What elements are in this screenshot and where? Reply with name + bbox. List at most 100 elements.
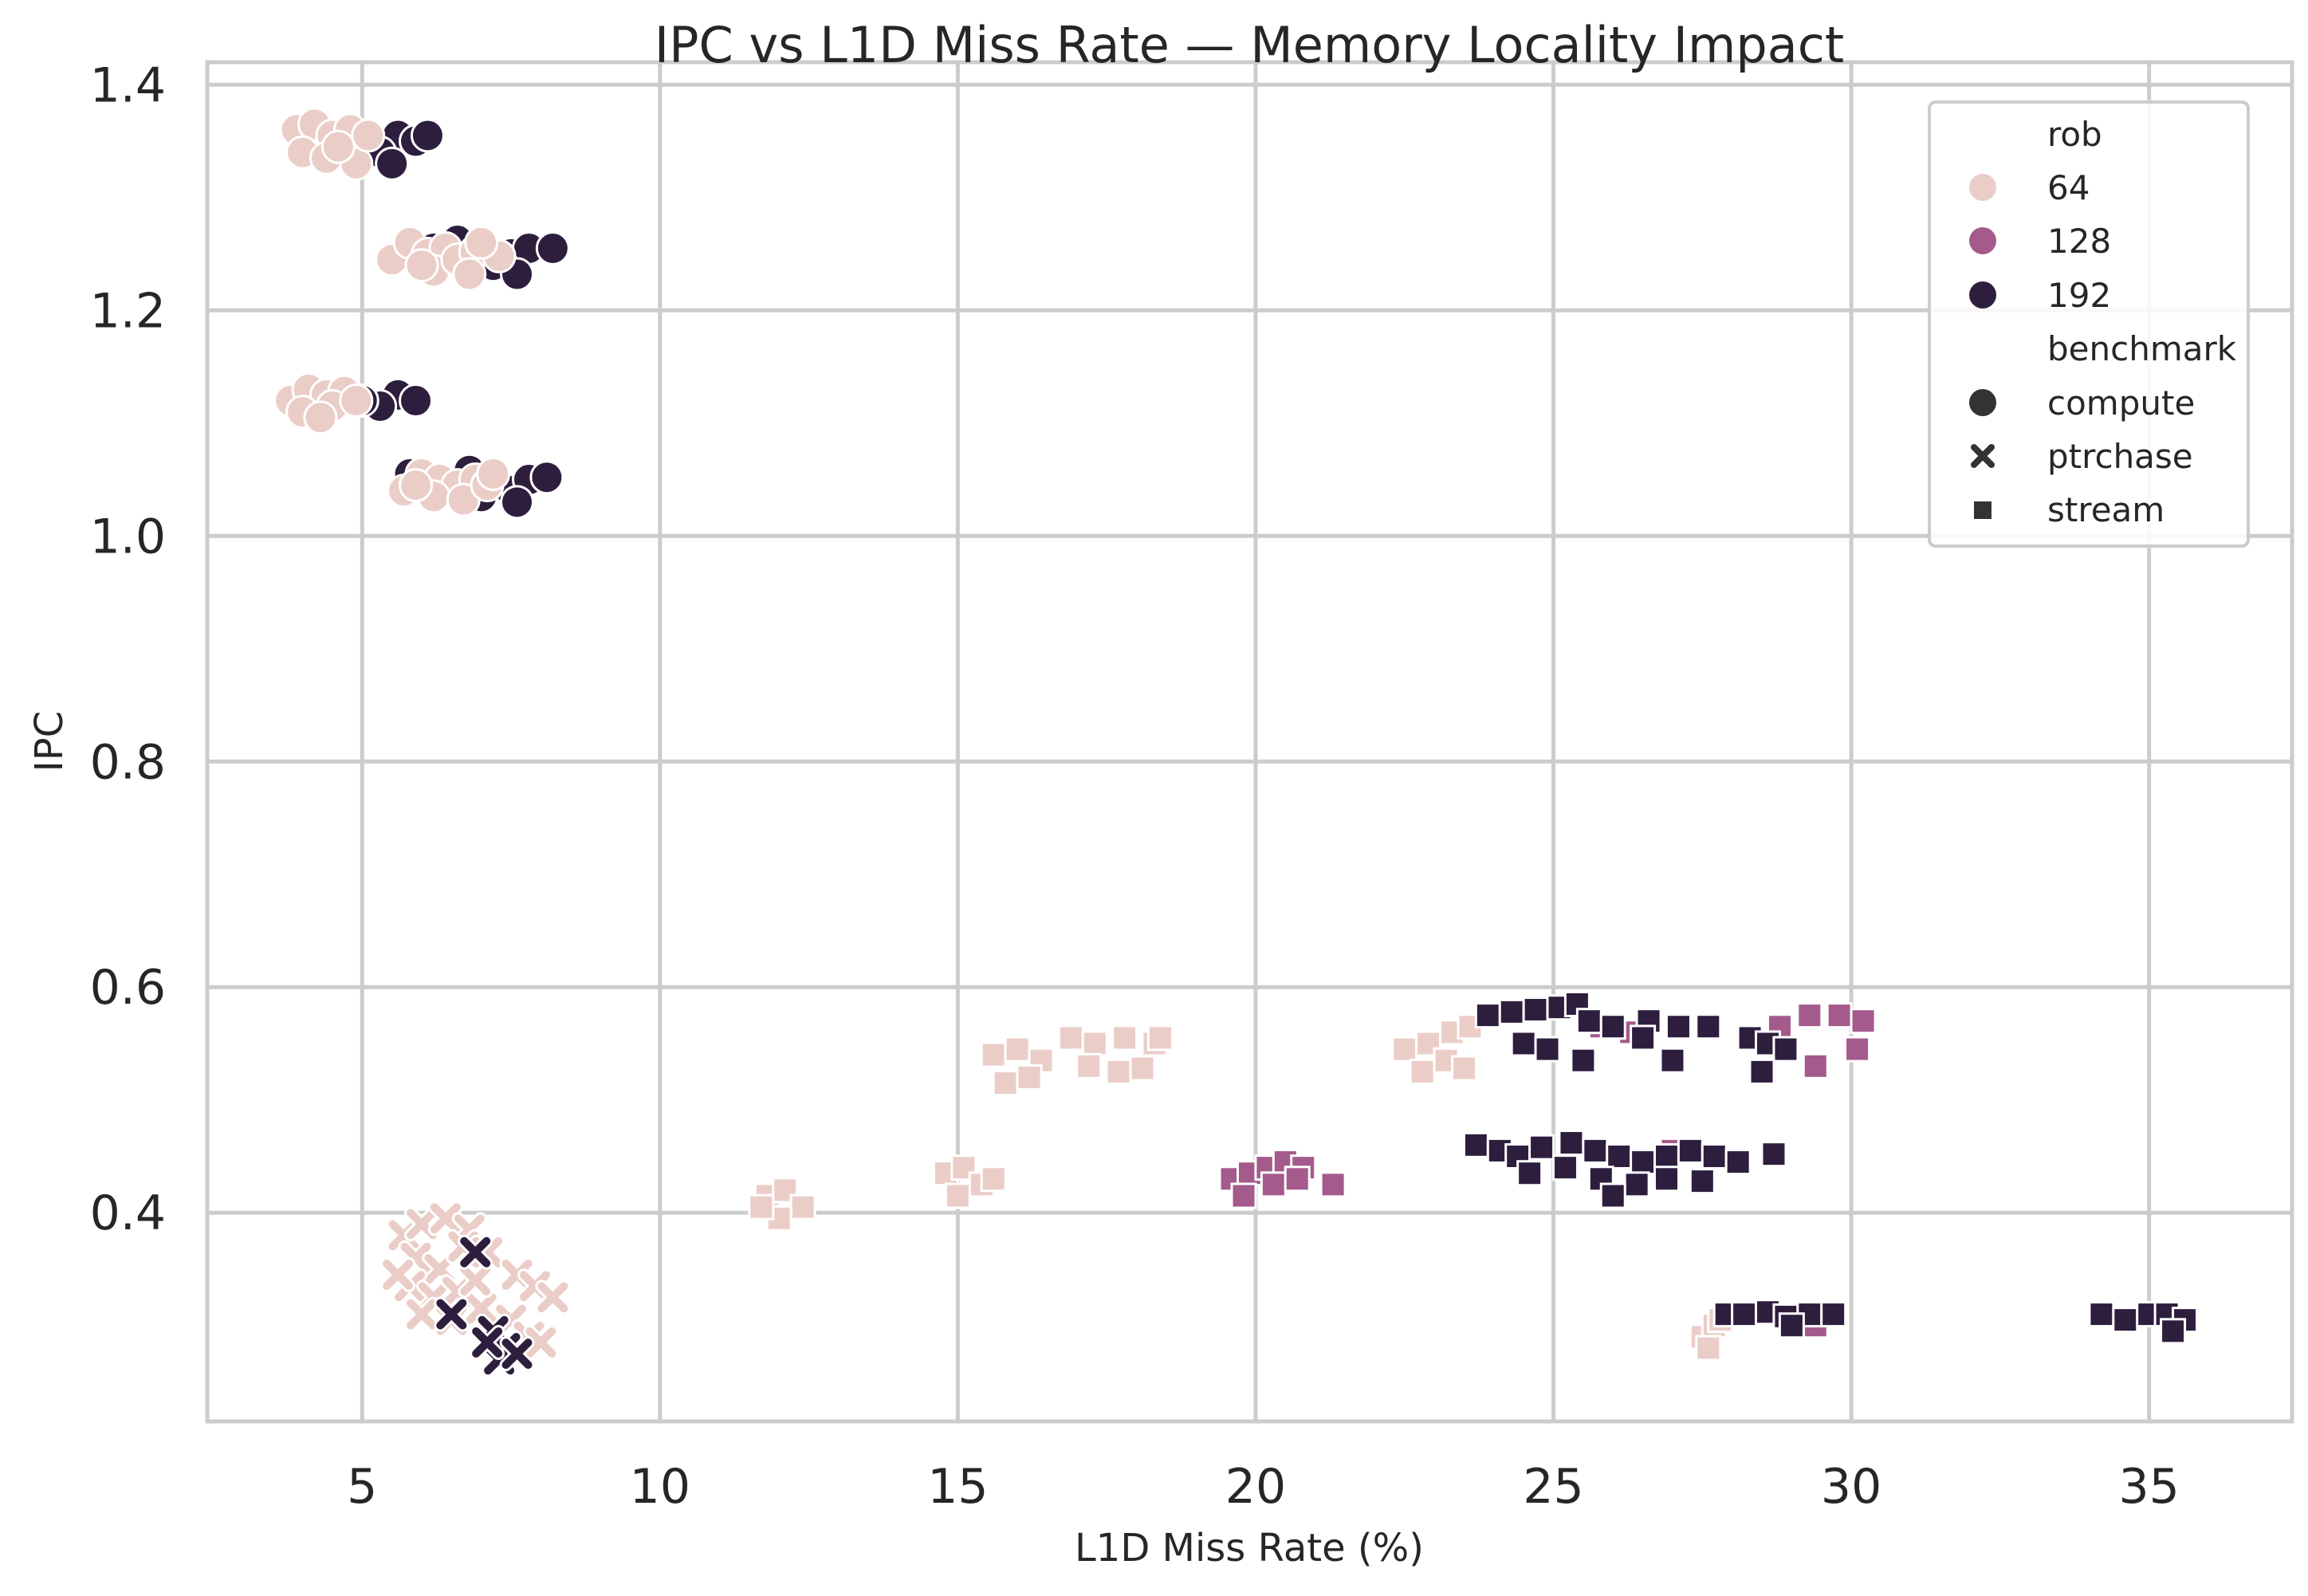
data-point-stream [1659, 1047, 1686, 1074]
series-ptrchase-rob-64 [380, 1201, 571, 1360]
series-ptrchase-rob-192 [434, 1234, 535, 1378]
x-tick-label: 25 [1523, 1459, 1583, 1515]
legend-label-compute: compute [2047, 383, 2195, 423]
y-axis-label: IPC [27, 711, 72, 772]
y-tick-label: 0.4 [90, 1185, 166, 1241]
data-point-compute [303, 400, 338, 435]
data-point-stream [2160, 1318, 2187, 1345]
y-tick-label: 1.2 [90, 283, 166, 339]
legend-label-ptrchase: ptrchase [2047, 437, 2193, 476]
data-point-compute [500, 485, 535, 520]
data-point-stream [789, 1193, 816, 1221]
data-point-stream [944, 1182, 971, 1209]
data-point-ptrchase [380, 1257, 416, 1293]
x-tick-label: 5 [347, 1459, 377, 1515]
data-point-ptrchase [458, 1263, 493, 1299]
data-point-compute [464, 225, 499, 260]
data-point-stream [1057, 1024, 1084, 1052]
data-point-stream [1260, 1171, 1287, 1198]
data-point-stream [1820, 1301, 1847, 1328]
data-point-stream [1606, 1142, 1633, 1169]
x-axis-label: L1D Miss Rate (%) [1075, 1526, 1424, 1570]
data-point-compute [529, 460, 564, 495]
data-point-stream [1575, 1008, 1602, 1035]
x-tick-label: 35 [2119, 1459, 2180, 1515]
data-point-ptrchase [458, 1234, 493, 1270]
data-point-ptrchase [403, 1296, 439, 1332]
legend: rob 64 128 192 benchmark compute ptrchas… [1928, 100, 2250, 548]
legend-marker-rob-128 [1969, 227, 1996, 254]
data-point-stream [1677, 1137, 1704, 1164]
series-compute-rob-64 [273, 107, 517, 517]
legend-frame [1928, 100, 2250, 548]
data-point-stream [1230, 1182, 1257, 1209]
y-axis-ticks: 0.4 0.6 0.8 1.0 1.2 1.4 [90, 57, 166, 1241]
x-tick-label: 30 [1821, 1459, 1881, 1515]
data-point-compute [399, 383, 433, 418]
data-point-ptrchase [463, 1291, 499, 1327]
data-point-stream [1522, 997, 1549, 1024]
data-point-stream [1689, 1168, 1716, 1195]
data-point-stream [1772, 1036, 1799, 1063]
y-tick-label: 1.0 [90, 509, 166, 564]
legend-entry-compute: compute [1969, 383, 2195, 423]
data-point-ptrchase [535, 1280, 571, 1315]
data-point-stream [1778, 1312, 1805, 1339]
data-point-stream [1599, 1182, 1626, 1209]
data-point-compute [452, 257, 487, 292]
y-tick-label: 0.6 [90, 960, 166, 1016]
data-point-stream [1760, 1141, 1787, 1168]
data-point-stream [1731, 1301, 1758, 1328]
data-point-stream [1850, 1008, 1877, 1035]
data-point-compute [375, 146, 410, 181]
x-tick-label: 20 [1225, 1459, 1286, 1515]
data-point-stream [1081, 1030, 1108, 1057]
data-point-stream [1802, 1052, 1829, 1079]
data-point-stream [1516, 1160, 1543, 1187]
data-point-stream [1623, 1171, 1650, 1198]
x-tick-label: 15 [927, 1459, 988, 1515]
data-point-stream [980, 1041, 1007, 1068]
data-point-stream [1599, 1013, 1626, 1040]
data-point-stream [1016, 1063, 1043, 1091]
data-point-stream [1462, 1131, 1489, 1158]
legend-square-marker [1974, 501, 1991, 519]
legend-x-marker [1971, 444, 1995, 468]
data-point-stream [1653, 1166, 1680, 1193]
data-point-stream [1630, 1024, 1657, 1052]
legend-marker-rob-64 [1969, 174, 1996, 201]
data-points [273, 107, 2199, 1378]
x-tick-label: 10 [630, 1459, 690, 1515]
data-point-stream [1146, 1024, 1174, 1052]
data-point-stream [980, 1166, 1007, 1193]
data-point-stream [1498, 998, 1525, 1025]
data-point-stream [1528, 1134, 1555, 1161]
data-point-stream [1075, 1052, 1103, 1079]
data-point-stream [1558, 1130, 1585, 1157]
data-point-ptrchase [434, 1296, 470, 1332]
data-point-stream [1653, 1142, 1680, 1169]
data-point-stream [1724, 1149, 1752, 1176]
data-point-stream [1826, 1002, 1853, 1029]
y-tick-label: 0.8 [90, 734, 166, 790]
data-point-stream [1844, 1036, 1871, 1063]
data-point-stream [1129, 1055, 1156, 1082]
data-point-stream [1701, 1142, 1728, 1169]
legend-entry-ptrchase: ptrchase [1971, 437, 2193, 476]
data-point-stream [2112, 1307, 2139, 1334]
data-point-stream [1748, 1058, 1775, 1085]
data-point-ptrchase [499, 1336, 535, 1372]
legend-entry-rob-128: 128 [1969, 222, 2111, 261]
chart-title: IPC vs L1D Miss Rate — Memory Locality I… [655, 16, 1844, 74]
legend-marker-rob-192 [1969, 281, 1996, 309]
data-point-stream [1450, 1055, 1477, 1082]
data-point-stream [1695, 1335, 1722, 1362]
data-point-stream [1695, 1013, 1722, 1040]
data-point-stream [1630, 1149, 1657, 1176]
x-axis-ticks: 5 10 15 20 25 30 35 [347, 1459, 2180, 1515]
data-point-compute [320, 129, 356, 164]
legend-label-rob-192: 192 [2047, 276, 2111, 315]
data-point-stream [1319, 1171, 1347, 1198]
